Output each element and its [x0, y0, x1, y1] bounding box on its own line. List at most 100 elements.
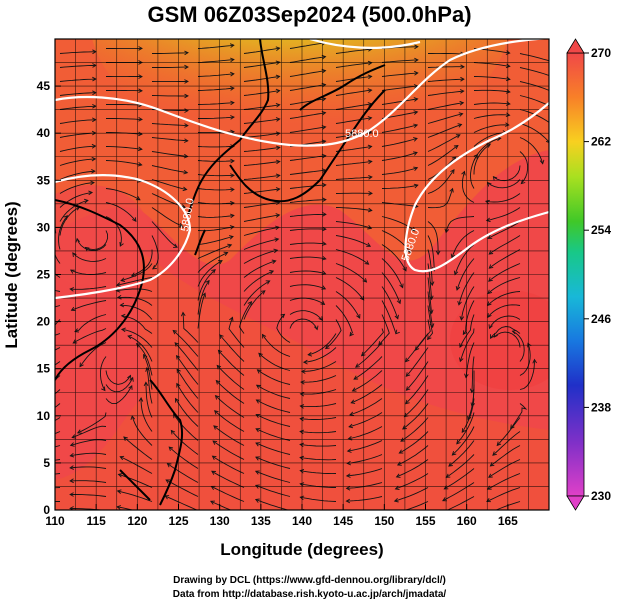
streamline-arrow	[551, 74, 555, 78]
streamline	[427, 102, 464, 110]
streamline	[335, 62, 372, 68]
streamline	[151, 95, 189, 97]
streamline-arrow	[413, 151, 418, 156]
streamline-arrow	[129, 376, 134, 382]
streamline-arrow	[230, 173, 235, 178]
streamline-arrow	[229, 316, 234, 322]
streamline-arrow	[84, 246, 90, 252]
streamline-arrow	[368, 174, 373, 180]
streamline-arrow	[138, 131, 143, 137]
streamline	[335, 176, 372, 180]
streamline	[116, 288, 153, 292]
streamline-arrow	[550, 105, 554, 108]
streamline	[289, 169, 326, 175]
streamline	[335, 235, 371, 247]
streamline	[289, 184, 326, 189]
streamline	[381, 300, 397, 334]
streamline	[470, 154, 478, 189]
streamline-arrow	[351, 387, 357, 392]
streamline	[300, 496, 337, 502]
streamline-arrow	[256, 369, 262, 374]
streamline-arrow	[175, 397, 180, 403]
streamline-arrow	[458, 112, 464, 117]
streamline	[300, 470, 337, 475]
streamline	[289, 242, 326, 245]
streamline	[255, 442, 291, 455]
streamline-arrow	[356, 313, 361, 319]
streamline	[117, 506, 135, 510]
streamline-arrow	[255, 413, 261, 419]
streamline-arrow	[510, 424, 515, 430]
streamline	[519, 151, 529, 184]
streamline	[381, 167, 418, 175]
streamline	[300, 403, 337, 408]
x-tick-label: 160	[457, 514, 477, 528]
streamline	[100, 356, 107, 391]
streamline	[404, 501, 429, 510]
map-plot: 5880.0 5880.0 5880.0 110 115 120 125 130 135 1…	[2, 38, 611, 559]
streamline	[308, 333, 337, 356]
streamline-arrow	[321, 68, 327, 74]
streamline-arrow	[69, 442, 75, 447]
streamline	[289, 112, 326, 119]
streamline-arrow	[69, 492, 74, 497]
streamline-arrow	[488, 250, 494, 255]
streamline-arrow	[302, 359, 308, 365]
streamline-arrow	[414, 57, 419, 63]
streamline-arrow	[24, 513, 28, 517]
streamline-arrow	[27, 358, 31, 362]
streamline-arrow	[217, 260, 223, 265]
streamline	[394, 487, 429, 502]
contour-label-1: 5880.0	[345, 128, 379, 140]
streamline	[197, 260, 223, 287]
streamline-arrow	[299, 416, 305, 422]
streamline-arrow	[488, 324, 493, 330]
streamline-arrow	[355, 363, 360, 368]
streamline-arrow	[486, 498, 491, 503]
streamline-arrow	[143, 353, 148, 359]
streamline	[215, 380, 245, 404]
streamline	[519, 109, 549, 123]
streamline-arrow	[24, 486, 28, 490]
streamline-arrow	[69, 269, 75, 274]
streamline-arrow	[488, 473, 493, 478]
streamline-arrow	[449, 187, 454, 193]
streamline	[70, 439, 107, 446]
streamline	[256, 399, 291, 413]
streamline	[405, 347, 429, 377]
streamline	[381, 98, 418, 105]
streamline	[59, 64, 96, 68]
streamline	[487, 291, 521, 306]
streamline	[303, 347, 337, 363]
streamline	[197, 214, 234, 218]
streamline-arrow	[489, 462, 495, 467]
streamline-arrow	[321, 110, 327, 116]
streamline-arrow	[230, 57, 235, 63]
streamline	[346, 496, 383, 502]
streamline-arrow	[460, 64, 465, 70]
streamline	[300, 456, 337, 461]
streamline-arrow	[320, 300, 326, 305]
streamline	[216, 365, 245, 390]
streamline-arrow	[28, 417, 32, 421]
streamline	[211, 485, 245, 502]
streamline	[105, 385, 133, 405]
streamline-arrow	[170, 429, 176, 435]
streamline-arrow	[346, 460, 352, 466]
streamline	[289, 84, 326, 91]
streamline-arrow	[486, 511, 490, 515]
streamline-arrow	[429, 281, 435, 287]
streamline	[473, 76, 510, 80]
streamline-arrow	[532, 358, 537, 364]
streamline-arrow	[395, 329, 400, 335]
streamline	[176, 383, 199, 413]
streamline-arrow	[347, 436, 353, 441]
streamline	[289, 270, 326, 275]
streamline-arrow	[69, 287, 75, 292]
y-tick-label: 15	[37, 362, 51, 376]
streamline-arrow	[367, 88, 373, 93]
streamline-arrow	[487, 289, 493, 295]
streamline	[381, 202, 418, 207]
streamline	[243, 146, 280, 152]
streamline-arrow	[212, 440, 218, 445]
